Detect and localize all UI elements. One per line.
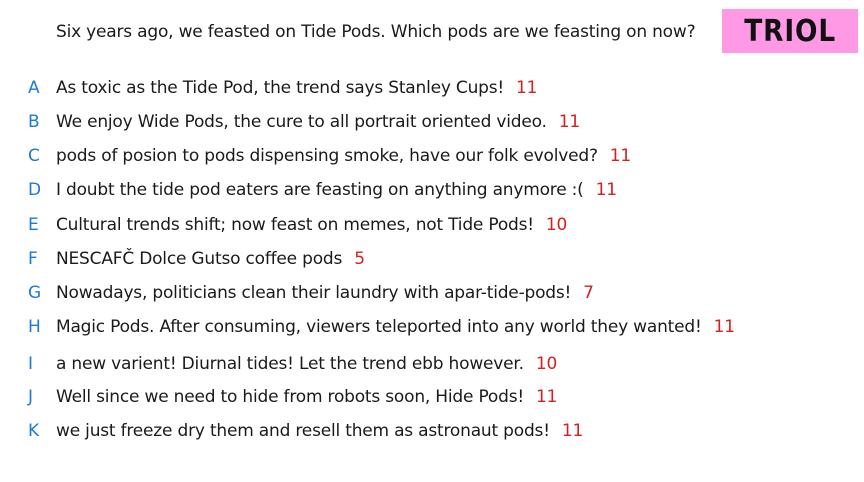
answer-text: Cultural trends shift; now feast on meme… [56, 215, 534, 235]
triol-logo: TRIOL [722, 9, 858, 53]
vote-count: 11 [516, 78, 538, 98]
answer-text: I doubt the tide pod eaters are feasting… [56, 180, 584, 200]
answer-letter: H [28, 317, 41, 337]
question-text: Six years ago, we feasted on Tide Pods. … [56, 22, 696, 42]
answer-text: a new varient! Diurnal tides! Let the tr… [56, 354, 524, 374]
answer-letter: F [28, 249, 38, 269]
vote-count: 11 [561, 421, 584, 441]
answer-letter: J [28, 387, 34, 407]
vote-count: 11 [558, 112, 580, 132]
answer-text: NESCAFČ Dolce Gutso coffee pods [56, 249, 343, 269]
answer-letter: B [28, 112, 40, 132]
answer-letter: A [28, 78, 40, 98]
answer-text: We enjoy Wide Pods, the cure to all port… [56, 112, 547, 132]
answer-letter: C [28, 146, 40, 166]
vote-count: 10 [545, 215, 568, 235]
answer-letter: G [28, 283, 42, 303]
answer-text: Well since we need to hide from robots s… [56, 387, 524, 407]
vote-count: 11 [535, 387, 558, 407]
vote-count: 11 [713, 317, 735, 337]
vote-count: 10 [535, 354, 558, 374]
answer-text: Magic Pods. After consuming, viewers tel… [56, 317, 702, 337]
answer-letter: D [28, 180, 42, 200]
answer-letter: K [28, 421, 40, 441]
answer-text: pods of posion to pods dispensing smoke,… [56, 146, 598, 166]
answer-text: Nowadays, politicians clean their laundr… [56, 283, 572, 303]
answer-letter: I [28, 354, 34, 374]
answer-text: As toxic as the Tide Pod, the trend says… [56, 78, 505, 98]
answer-letter: E [28, 215, 39, 235]
vote-count: 11 [609, 146, 632, 166]
logo-text: TRIOL [744, 13, 836, 49]
vote-count: 5 [354, 249, 365, 269]
vote-count: 11 [595, 180, 617, 200]
answer-text: we just freeze dry them and resell them … [56, 421, 550, 441]
vote-count: 7 [583, 283, 594, 303]
